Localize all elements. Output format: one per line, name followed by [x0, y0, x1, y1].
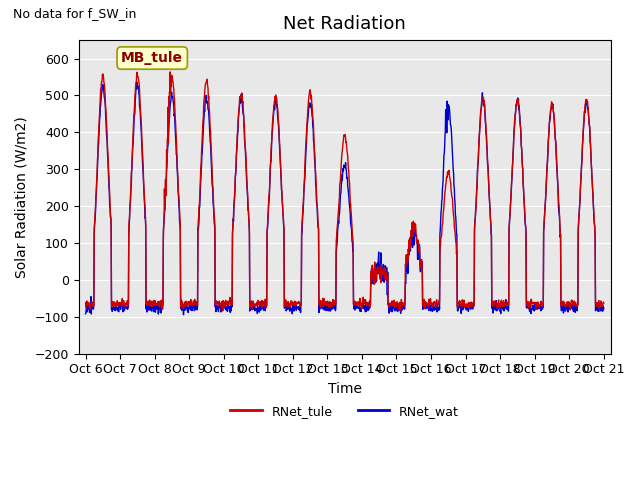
Legend: RNet_tule, RNet_wat: RNet_tule, RNet_wat	[225, 400, 464, 423]
Y-axis label: Solar Radiation (W/m2): Solar Radiation (W/m2)	[15, 116, 29, 278]
X-axis label: Time: Time	[328, 382, 362, 396]
Title: Net Radiation: Net Radiation	[284, 15, 406, 33]
Text: No data for f_SW_in: No data for f_SW_in	[13, 7, 136, 20]
Text: MB_tule: MB_tule	[121, 51, 183, 65]
